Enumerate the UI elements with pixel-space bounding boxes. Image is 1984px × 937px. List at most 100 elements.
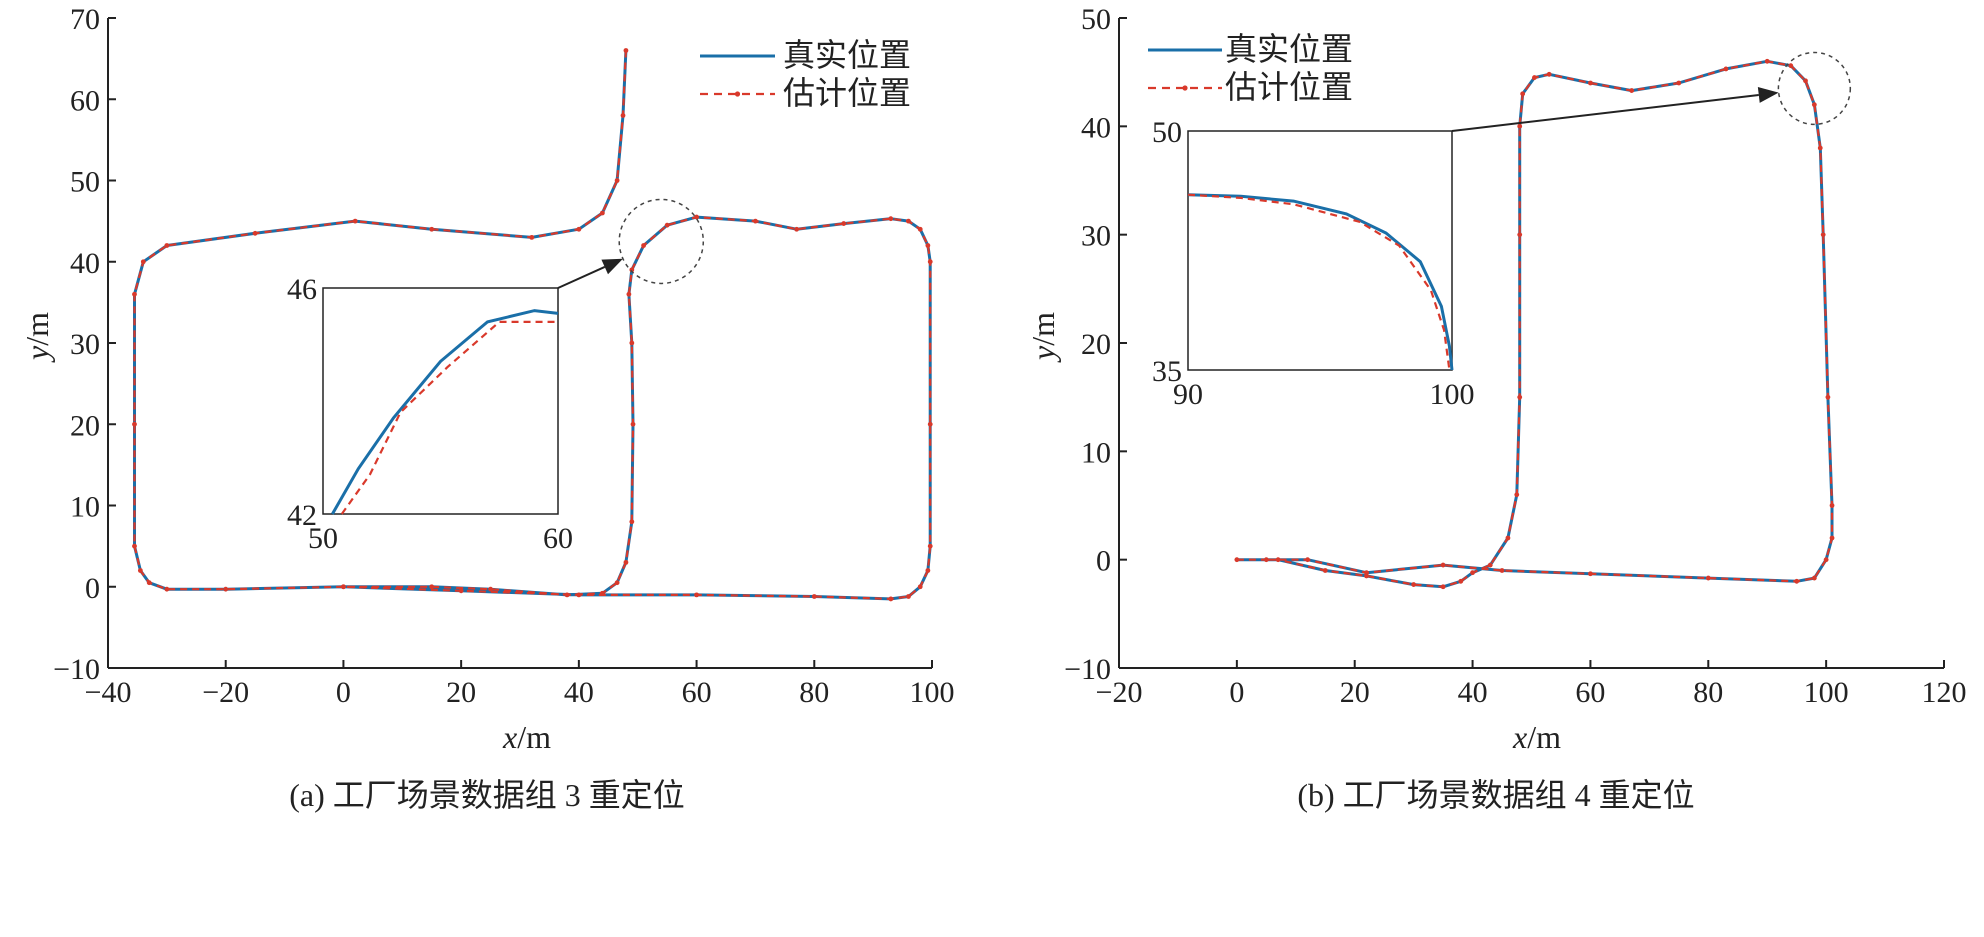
x-tick-label: 40 — [1458, 676, 1488, 709]
series-point-est — [1440, 562, 1446, 568]
series-point-est — [223, 586, 229, 592]
y-axis-label: y/m — [19, 312, 55, 363]
series-point-est — [164, 243, 170, 248]
x-tick-label: 80 — [1693, 676, 1723, 709]
series-point-est — [626, 291, 632, 297]
series-point-est — [1322, 568, 1328, 573]
x-axis-label-var: x — [1512, 719, 1527, 755]
series-point-est — [1440, 584, 1446, 590]
series-point-est — [1487, 562, 1493, 568]
x-tick-label: 80 — [799, 676, 829, 709]
series-point-est — [927, 421, 933, 427]
series-point-est — [1411, 582, 1417, 587]
inset-box — [322, 287, 559, 515]
series-point-est — [888, 216, 894, 222]
x-axis-label: x/m — [1512, 719, 1561, 755]
legend-label-true: 真实位置 — [1225, 31, 1353, 67]
series-line-est — [1236, 60, 1834, 588]
series-point-est — [458, 588, 464, 594]
series-point-est — [1676, 80, 1682, 86]
legend-label-true: 真实位置 — [783, 37, 911, 73]
series-point-est — [137, 568, 143, 573]
legend-marker-est — [1182, 85, 1188, 91]
series-point-est — [1629, 88, 1635, 93]
series-point-est — [917, 226, 923, 232]
series-point-est — [1499, 568, 1505, 573]
series-point-est — [794, 226, 800, 232]
series-point-est — [1458, 578, 1464, 584]
series-point-est — [1723, 66, 1729, 72]
zoom-arrow — [557, 266, 606, 289]
zoom-arrow-head — [601, 258, 623, 275]
x-tick-label: 60 — [682, 676, 712, 709]
series-point-est — [1546, 71, 1552, 77]
legend-label-est: 估计位置 — [1225, 69, 1353, 105]
series-point-est — [1829, 503, 1835, 508]
series-point-est — [841, 221, 847, 226]
y-tick-label: 10 — [70, 491, 100, 524]
y-tick-label: 40 — [70, 247, 100, 280]
x-tick-label: 100 — [1804, 676, 1849, 709]
series-point-est — [629, 340, 635, 346]
x-tick-label: 40 — [564, 676, 594, 709]
x-tick-label: 100 — [910, 676, 955, 709]
y-axis-label-unit: /m — [19, 312, 55, 346]
series-point-est — [564, 592, 570, 598]
x-tick-label: −40 — [85, 676, 132, 709]
x-tick-label: 0 — [336, 676, 351, 709]
series-point-est — [1275, 557, 1281, 563]
series-point-est — [429, 584, 435, 590]
series-point-est — [1514, 492, 1520, 498]
x-axis-label-var: x — [502, 719, 517, 755]
series-point-est — [1764, 58, 1770, 64]
series-point-est — [1794, 578, 1800, 584]
inset-box — [1187, 130, 1453, 371]
x-axis-label-unit: /m — [1527, 719, 1561, 755]
series-point-est — [694, 214, 699, 220]
inset-x-tick-label: 60 — [543, 522, 573, 555]
series-point-est — [629, 519, 635, 525]
series-point-est — [1588, 571, 1593, 577]
series-point-est — [620, 113, 626, 118]
y-tick-label: 10 — [1081, 436, 1111, 469]
series-point-est — [1305, 557, 1310, 563]
series-point-est — [906, 594, 911, 599]
series-point-est — [614, 178, 620, 183]
series-point-est — [576, 226, 582, 232]
inset-y-tick-label: 35 — [1152, 355, 1182, 388]
inset-y-tick-label: 42 — [287, 499, 317, 532]
series-point-est — [1517, 394, 1523, 400]
y-tick-label: −10 — [53, 653, 100, 686]
x-axis-label: x/m — [502, 719, 551, 755]
series-point-est — [1364, 570, 1369, 576]
series-point-est — [341, 584, 346, 590]
series-point-est — [140, 259, 146, 265]
series-point-est — [753, 218, 758, 224]
series-point-est — [1588, 80, 1593, 86]
y-tick-label: 60 — [70, 84, 100, 117]
panel-caption: (b) 工厂场景数据组 4 重定位 — [1297, 777, 1694, 813]
series-point-est — [1811, 575, 1817, 581]
zoom-circle — [618, 198, 705, 285]
series-point-est — [1811, 102, 1817, 108]
y-tick-label: 0 — [85, 572, 100, 605]
series-point-est — [1470, 570, 1475, 576]
legend-label-est: 估计位置 — [783, 75, 911, 111]
y-tick-label: 20 — [70, 409, 100, 442]
series-point-est — [1532, 75, 1537, 80]
series-point-est — [1705, 575, 1711, 581]
series-point-est — [664, 222, 670, 228]
x-tick-label: 20 — [1340, 676, 1370, 709]
series-line-est — [133, 50, 932, 601]
series-point-est — [623, 559, 629, 565]
series-point-est — [132, 543, 137, 549]
inset-y-tick-label: 50 — [1152, 116, 1182, 149]
series-point-est — [1817, 145, 1823, 151]
y-tick-label: 40 — [1081, 111, 1111, 144]
series-point-est — [600, 210, 605, 216]
x-tick-label: 0 — [1229, 676, 1244, 709]
series-point-est — [925, 243, 931, 248]
legend-marker-est — [734, 91, 741, 97]
